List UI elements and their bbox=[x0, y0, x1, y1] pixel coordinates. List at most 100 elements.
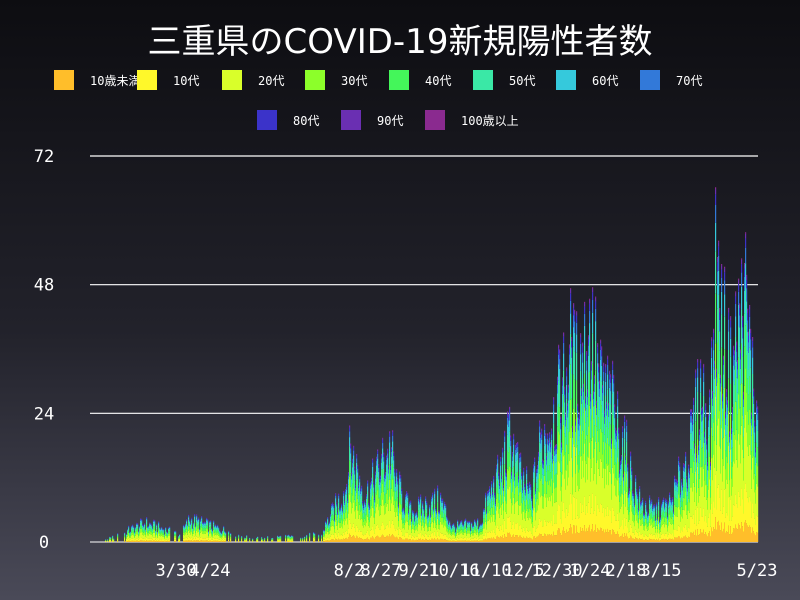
bar-segment bbox=[427, 536, 429, 541]
bar-segment bbox=[594, 383, 596, 392]
bar-segment bbox=[536, 476, 538, 483]
bar-segment bbox=[321, 536, 323, 538]
bar-segment bbox=[314, 538, 316, 541]
bar-segment bbox=[532, 539, 534, 542]
bar-segment bbox=[186, 520, 188, 522]
bar-segment bbox=[323, 533, 325, 536]
bar-segment bbox=[175, 539, 177, 542]
bar-segment bbox=[389, 431, 391, 432]
bar-segment bbox=[502, 452, 504, 458]
bar-segment bbox=[541, 520, 543, 535]
bar-segment bbox=[469, 540, 471, 542]
bar-segment bbox=[271, 539, 273, 540]
bar-segment bbox=[505, 469, 507, 471]
bar-segment bbox=[379, 484, 381, 491]
bar-segment bbox=[280, 540, 282, 542]
bar-segment bbox=[475, 540, 477, 542]
bar-segment bbox=[575, 431, 577, 442]
bar-segment bbox=[195, 540, 197, 542]
bar-segment bbox=[257, 538, 259, 539]
bar-segment bbox=[589, 524, 591, 542]
bar-segment bbox=[502, 535, 504, 542]
bar-segment bbox=[571, 458, 573, 504]
bar-segment bbox=[443, 512, 445, 518]
bar-segment bbox=[474, 519, 476, 521]
bar-segment bbox=[433, 509, 435, 512]
bar-segment bbox=[419, 504, 421, 508]
bar-segment bbox=[501, 482, 503, 488]
bar-segment bbox=[474, 532, 476, 538]
bar-segment bbox=[494, 507, 496, 515]
bar-segment bbox=[364, 504, 366, 508]
bar-segment bbox=[481, 525, 483, 528]
bar-segment bbox=[144, 534, 146, 539]
bar-segment bbox=[437, 531, 439, 539]
bar-segment bbox=[589, 495, 591, 525]
bar-segment bbox=[455, 540, 457, 542]
bar-segment bbox=[197, 532, 199, 538]
bar-segment bbox=[470, 530, 472, 531]
bar-segment bbox=[449, 524, 451, 527]
bar-segment bbox=[517, 500, 519, 523]
bar-segment bbox=[530, 484, 532, 486]
bar-segment bbox=[382, 499, 384, 523]
bar-segment bbox=[399, 492, 401, 503]
bar-segment bbox=[359, 487, 361, 496]
bar-segment bbox=[603, 416, 605, 442]
bar-segment bbox=[183, 540, 185, 542]
bar-segment bbox=[146, 540, 148, 542]
bar-segment bbox=[340, 508, 342, 510]
bar-segment bbox=[609, 370, 611, 372]
bar-segment bbox=[561, 535, 563, 542]
bar-segment bbox=[202, 538, 204, 541]
bar-segment bbox=[537, 468, 539, 473]
bar-segment bbox=[520, 535, 522, 542]
bar-segment bbox=[397, 537, 399, 542]
bar-segment bbox=[175, 535, 177, 538]
bar-segment bbox=[568, 453, 570, 478]
bar-segment bbox=[149, 540, 151, 542]
bar-segment bbox=[338, 514, 340, 523]
bar-segment bbox=[525, 492, 527, 496]
bar-segment bbox=[554, 451, 556, 456]
bar-segment bbox=[474, 520, 476, 522]
bar-segment bbox=[145, 536, 147, 540]
bar-segment bbox=[383, 468, 385, 480]
bar-segment bbox=[149, 523, 151, 525]
bar-segment bbox=[450, 540, 452, 542]
bar-segment bbox=[601, 365, 603, 382]
bar-segment bbox=[324, 537, 326, 540]
bar-segment bbox=[217, 532, 219, 535]
bar-segment bbox=[287, 539, 289, 541]
bar-segment bbox=[417, 515, 419, 517]
bar-segment bbox=[397, 515, 399, 530]
bar-segment bbox=[228, 539, 230, 542]
bar-segment bbox=[380, 495, 382, 505]
bar-segment bbox=[632, 491, 634, 494]
bar-segment bbox=[594, 425, 596, 449]
bar-segment bbox=[261, 540, 263, 542]
bar-segment bbox=[160, 539, 162, 542]
bar-segment bbox=[524, 486, 526, 490]
bar-segment bbox=[550, 447, 552, 453]
bar-segment bbox=[362, 525, 364, 535]
bar-segment bbox=[278, 538, 280, 540]
bar-segment bbox=[518, 529, 520, 538]
bar-segment bbox=[380, 514, 382, 530]
bar-segment bbox=[495, 534, 497, 540]
bar-segment bbox=[484, 514, 486, 519]
bar-segment bbox=[524, 518, 526, 531]
bar-segment bbox=[241, 537, 243, 539]
bar-segment bbox=[610, 424, 612, 449]
bar-segment bbox=[329, 540, 331, 542]
bar-segment bbox=[399, 471, 401, 473]
bar-segment bbox=[632, 532, 634, 539]
bar-segment bbox=[422, 505, 424, 509]
bar-segment bbox=[246, 535, 248, 537]
bar-segment bbox=[623, 475, 625, 478]
bar-segment bbox=[135, 533, 137, 536]
bar-segment bbox=[205, 522, 207, 524]
bar-segment bbox=[179, 540, 181, 542]
bar-segment bbox=[387, 503, 389, 525]
bar-segment bbox=[200, 532, 202, 538]
